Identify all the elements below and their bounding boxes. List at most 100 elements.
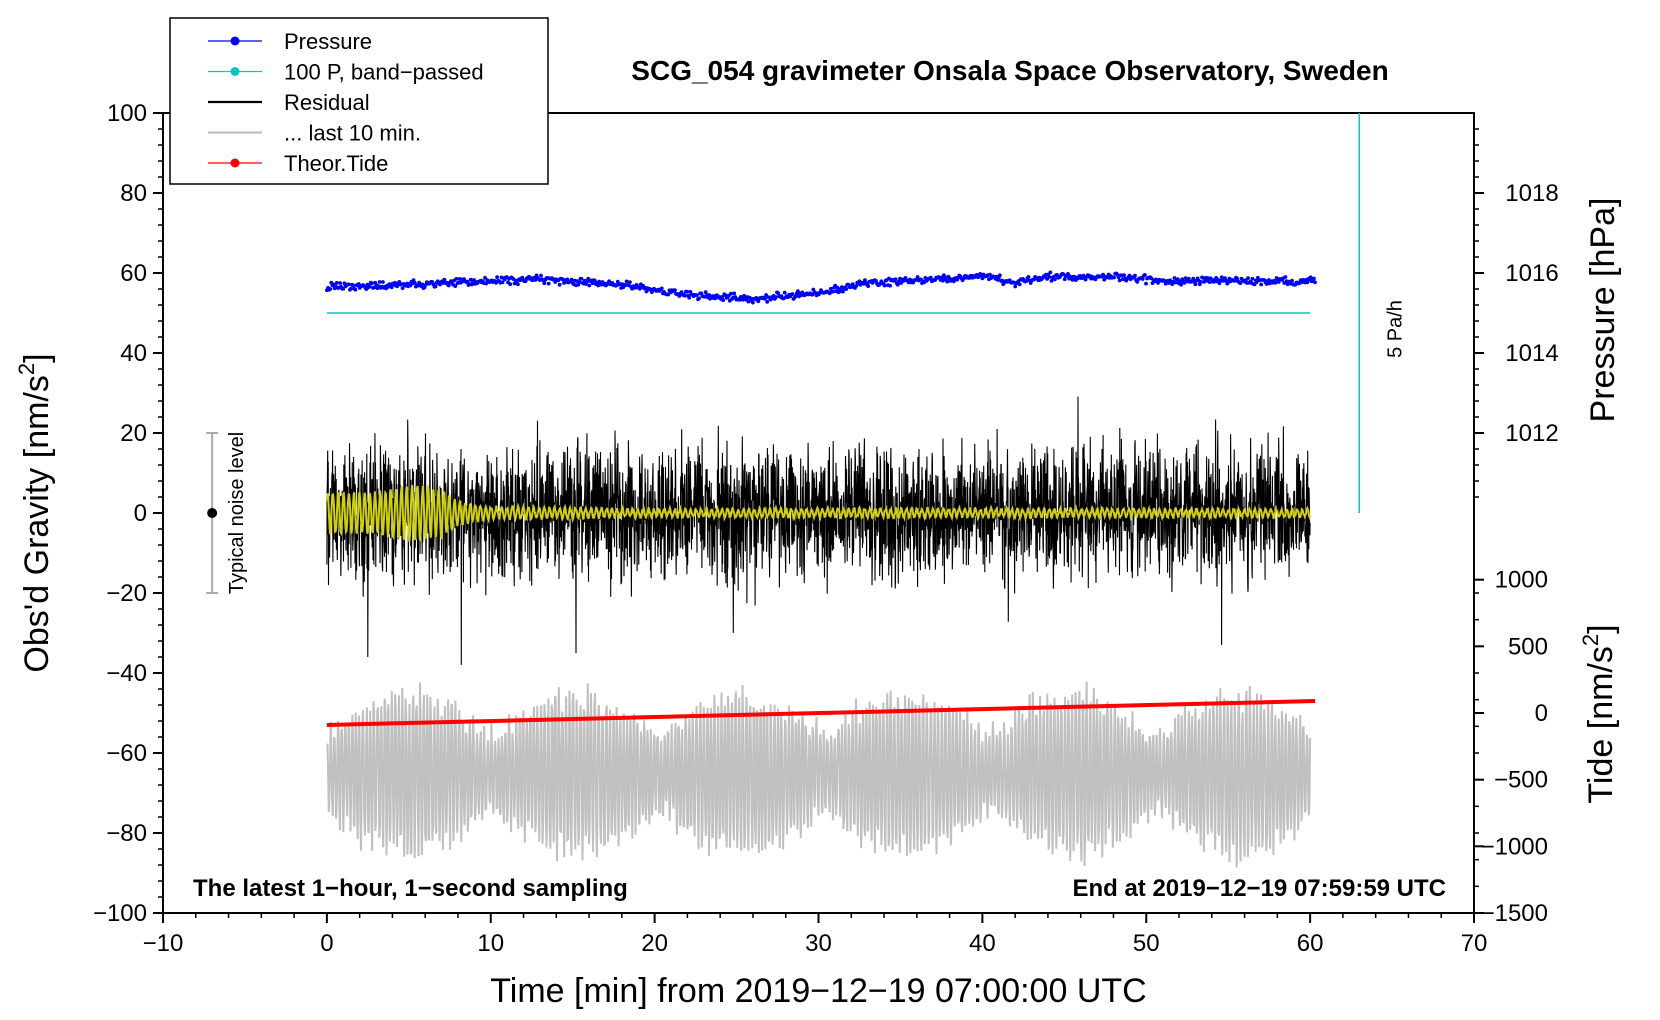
pressure-point [1052,277,1057,282]
pressure-point [721,298,726,303]
pressure-point [796,289,800,293]
pressure-point [951,279,956,284]
x-tick-label: 70 [1461,930,1488,957]
pressure-point [412,280,417,285]
pressure-tick-label: 1012 [1505,420,1558,447]
pressure-point [1313,280,1317,285]
tide-axis-title-superscript: 2 [1578,634,1603,646]
pressure-point [659,286,664,291]
y-axis-title-superscript: 2 [14,363,39,375]
pressure-point [500,280,505,285]
tide-tick-label: 0 [1535,700,1548,727]
pressure-point [1140,277,1145,281]
pressure-point [1238,281,1243,285]
pressure-axis-title: Pressure [hPa] [1584,198,1622,423]
pressure-point [1083,277,1088,282]
y-tick-label: 60 [120,260,147,287]
pressure-point [442,277,447,282]
pressure-point [579,277,584,281]
pressure-point [597,279,602,284]
legend-label-pressure: Pressure [284,29,372,54]
tide-axis-title-end: ] [1582,624,1620,633]
pressure-point [1290,278,1294,283]
pressure-point [590,281,595,286]
pressure-point [1112,275,1116,280]
legend-marker-100-p-band-passed [230,67,240,76]
tide-tick-label: −1000 [1481,833,1548,860]
pressure-point [685,289,689,294]
pressure-point [377,280,382,284]
pressure-point [1026,275,1031,279]
y-tick-label: −80 [106,820,147,847]
pressure-point [542,281,547,286]
pressure-point [569,277,574,282]
x-tick-label: 50 [1133,930,1160,957]
pressure-point [1193,282,1198,287]
annotation-layer: Typical noise level 5 Pa/h [206,113,1406,594]
pressure-point [776,291,780,295]
legend: Pressure 100 P, band−passed Residual ... la… [169,17,549,185]
series-theor-tide-line [326,699,1316,727]
pressure-point [810,292,815,297]
pressure-point [1283,275,1288,279]
pressure-point [585,279,589,284]
pressure-point [628,280,632,284]
pressure-point [695,293,699,297]
pressure-point [465,279,470,284]
legend-marker-theor-tide [230,158,240,168]
pressure-point [763,296,767,301]
pressure-point [915,275,920,279]
pressure-point [1048,270,1053,275]
pressure-point [1259,282,1264,287]
pressure-point [587,283,592,288]
pressure-point [1199,280,1203,284]
pressure-point [420,282,425,287]
pressure-point [346,282,351,287]
series-last-10-min-line [326,681,1312,868]
pressure-point [782,290,787,295]
pressure-point [1305,280,1310,285]
pressure-point [774,295,778,299]
pressure-point [742,293,746,298]
pressure-point [1062,277,1067,282]
pressure-point [328,287,333,291]
pressure-point [850,282,855,286]
pressure-point [1049,279,1054,283]
pressure-point [1179,282,1183,287]
axes-layer: −10 0 10 20 30 40 50 60 70−100−80−60−40−20020406… [93,100,1559,957]
pressure-point [495,275,499,280]
pressure-tick-label: 1014 [1505,340,1558,367]
pressure-point [372,285,376,290]
pressure-point [338,281,342,285]
tide-tick-label: −1500 [1481,900,1548,927]
pressure-point [351,283,356,288]
pressure-point [831,289,835,294]
pressure-point [433,284,438,289]
pressure-point [1066,272,1070,276]
y-tick-label: 80 [120,180,147,207]
footer-sampling-label: The latest 1−hour, 1−second sampling [193,875,628,902]
pressure-point [1246,276,1250,280]
pressure-point [790,292,795,296]
y-tick-label: 0 [134,500,147,527]
pressure-point [400,286,405,290]
x-tick-label: 0 [320,930,333,957]
footer-end-time-label: End at 2019−12−19 07:59:59 UTC [1072,875,1446,902]
pressure-point [893,277,898,282]
pressure-point [1047,275,1052,279]
legend-label-last-10-min: ... last 10 min. [284,121,421,146]
pressure-point [673,288,677,293]
pressure-point [751,300,755,305]
pressure-point [863,278,867,282]
pressure-point [1191,276,1196,281]
pressure-point [998,273,1002,278]
series-residual-line [326,396,1311,666]
rate-bar-label: 5 Pa/h [1384,300,1406,358]
pressure-tick-label: 1016 [1505,260,1558,287]
pressure-point [945,279,950,284]
pressure-point [729,291,733,296]
y-axis-title-main: Obs'd Gravity [nm/s [18,375,56,672]
pressure-point [468,277,473,282]
pressure-point [682,293,687,298]
pressure-point [546,281,551,286]
